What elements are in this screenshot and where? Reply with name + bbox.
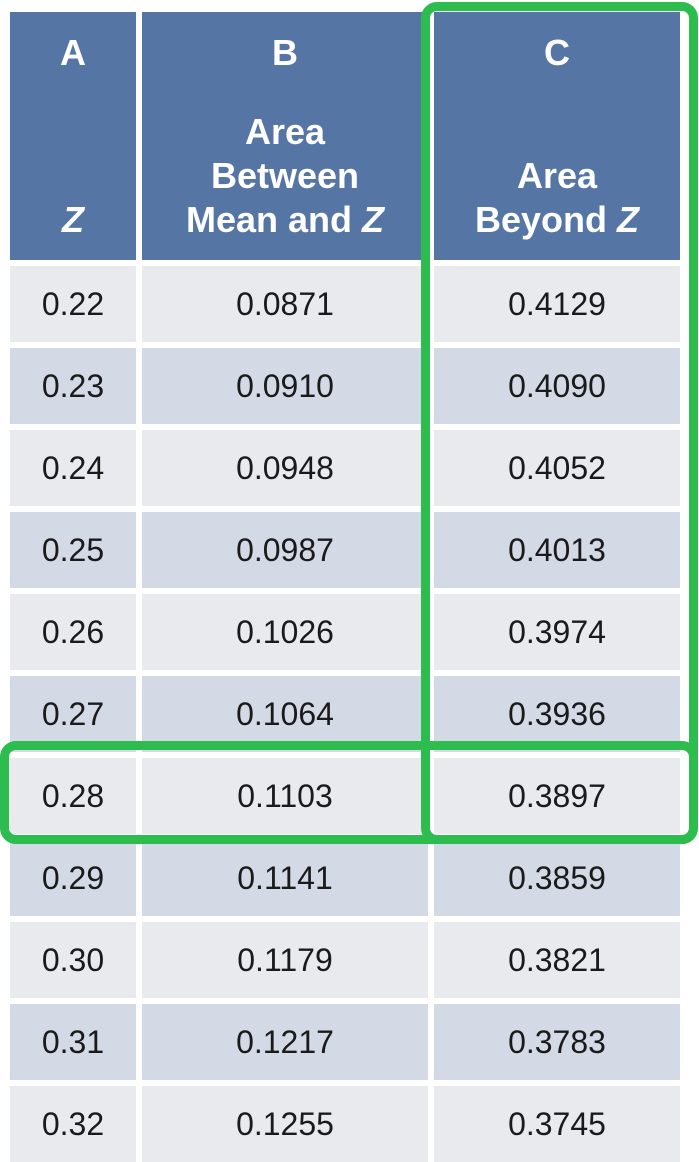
header-col-b-letter: B xyxy=(272,32,298,73)
header-col-a-z: Z xyxy=(62,199,84,240)
header-col-c-letter: C xyxy=(544,32,570,73)
area-between-cell: 0.1179 xyxy=(142,922,428,998)
z-cell: 0.28 xyxy=(10,758,136,834)
area-between-cell: 0.1026 xyxy=(142,594,428,670)
z-cell: 0.22 xyxy=(10,266,136,342)
header-col-c-z: Z xyxy=(617,199,639,240)
area-between-cell: 0.1103 xyxy=(142,758,428,834)
header-col-b-prefix: Mean and xyxy=(185,199,363,240)
header-col-c-prefix: Beyond xyxy=(474,199,617,240)
header-col-c-desc: Area Beyond Z xyxy=(434,154,680,242)
area-between-cell: 0.1064 xyxy=(142,676,428,752)
area-between-cell: 0.1217 xyxy=(142,1004,428,1080)
area-beyond-cell: 0.3783 xyxy=(434,1004,680,1080)
header-col-c-line1: Area xyxy=(516,155,598,196)
header-col-b-line3: Mean and Z xyxy=(142,198,428,242)
area-between-cell: 0.0948 xyxy=(142,430,428,506)
header-col-b-z: Z xyxy=(362,199,385,240)
area-beyond-cell: 0.3897 xyxy=(434,758,680,834)
z-cell: 0.27 xyxy=(10,676,136,752)
z-cell: 0.29 xyxy=(10,840,136,916)
area-beyond-cell: 0.4090 xyxy=(434,348,680,424)
area-between-cell: 0.1255 xyxy=(142,1086,428,1162)
header-col-a: A Z xyxy=(10,12,136,260)
header-col-b: B Area Between Mean and Z xyxy=(142,12,428,260)
area-between-cell: 0.0910 xyxy=(142,348,428,424)
area-beyond-cell: 0.3936 xyxy=(434,676,680,752)
area-beyond-cell: 0.4129 xyxy=(434,266,680,342)
z-cell: 0.23 xyxy=(10,348,136,424)
header-col-b-line2: Between xyxy=(210,155,360,196)
area-between-cell: 0.0987 xyxy=(142,512,428,588)
z-cell: 0.26 xyxy=(10,594,136,670)
area-beyond-cell: 0.4013 xyxy=(434,512,680,588)
area-between-cell: 0.0871 xyxy=(142,266,428,342)
header-col-b-desc: Area Between Mean and Z xyxy=(142,110,428,242)
z-cell: 0.30 xyxy=(10,922,136,998)
area-beyond-cell: 0.3821 xyxy=(434,922,680,998)
header-col-b-line1: Area xyxy=(244,111,326,152)
area-beyond-cell: 0.3745 xyxy=(434,1086,680,1162)
area-beyond-cell: 0.3859 xyxy=(434,840,680,916)
header-col-a-desc: Z xyxy=(10,198,136,242)
header-col-c-line2: Beyond Z xyxy=(434,198,680,242)
area-beyond-cell: 0.4052 xyxy=(434,430,680,506)
z-cell: 0.24 xyxy=(10,430,136,506)
header-col-c: C Area Beyond Z xyxy=(434,12,680,260)
z-cell: 0.32 xyxy=(10,1086,136,1162)
z-cell: 0.25 xyxy=(10,512,136,588)
area-between-cell: 0.1141 xyxy=(142,840,428,916)
z-cell: 0.31 xyxy=(10,1004,136,1080)
header-col-a-letter: A xyxy=(60,32,86,73)
area-beyond-cell: 0.3974 xyxy=(434,594,680,670)
